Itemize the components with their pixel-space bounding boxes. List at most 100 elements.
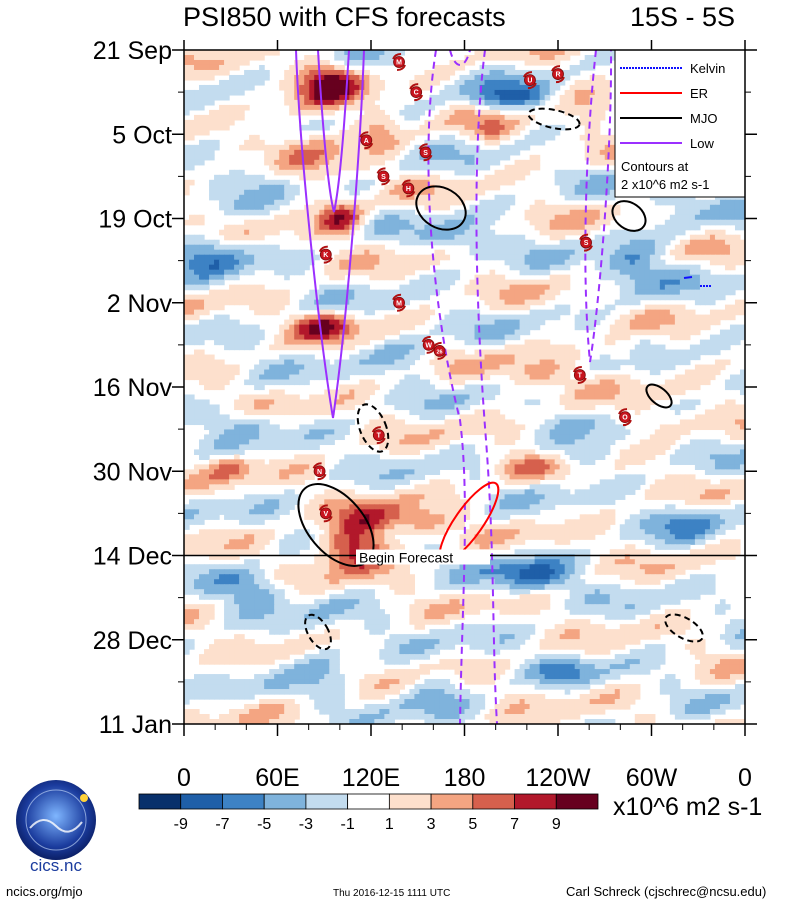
field-cell [524, 164, 531, 171]
field-cell [384, 59, 390, 66]
field-cell [554, 179, 561, 186]
field-cell [459, 109, 466, 116]
field-cell [539, 50, 546, 56]
field-cell [574, 224, 581, 231]
field-cell [324, 94, 330, 101]
field-cell [639, 324, 646, 331]
field-cell [239, 234, 245, 241]
field-cell [519, 159, 526, 166]
field-cell [409, 374, 416, 381]
field-cell [479, 254, 486, 261]
field-cell [434, 254, 441, 261]
field-cell [479, 184, 486, 191]
field-cell [354, 189, 360, 196]
field-cell [489, 74, 496, 81]
field-cell [234, 74, 240, 81]
field-cell [284, 194, 290, 201]
field-cell [324, 334, 330, 341]
field-cell [659, 324, 666, 331]
field-cell [334, 199, 340, 206]
field-cell [584, 209, 591, 216]
field-cell [424, 279, 431, 286]
field-cell [219, 329, 225, 336]
field-cell [674, 264, 681, 271]
field-cell [284, 219, 290, 226]
field-cell [519, 289, 526, 296]
field-cell [509, 259, 516, 266]
field-cell [199, 94, 205, 101]
field-cell [604, 234, 611, 241]
field-cell [594, 99, 601, 106]
field-cell [264, 304, 270, 311]
field-cell [244, 294, 250, 301]
field-cell [369, 304, 375, 311]
field-cell [544, 289, 551, 296]
field-cell [714, 314, 721, 321]
field-cell [554, 214, 561, 221]
field-cell [259, 209, 265, 216]
field-cell [594, 239, 601, 246]
field-cell [679, 359, 686, 366]
field-cell [279, 214, 285, 221]
field-cell [519, 359, 526, 366]
field-cell [529, 89, 536, 96]
field-cell [444, 274, 451, 281]
field-cell [189, 369, 195, 376]
field-cell [319, 69, 325, 76]
field-cell [319, 204, 325, 211]
field-cell [599, 264, 606, 271]
field-cell [599, 159, 606, 166]
field-cell [634, 299, 641, 306]
field-cell [389, 134, 395, 141]
field-cell [529, 279, 536, 286]
field-cell [309, 359, 315, 366]
field-cell [414, 339, 421, 346]
field-cell [604, 304, 611, 311]
field-cell [329, 329, 335, 336]
field-cell [399, 334, 405, 341]
field-cell [719, 194, 726, 201]
field-cell [609, 244, 616, 251]
field-cell [189, 234, 195, 241]
field-cell [459, 139, 466, 146]
field-cell [399, 289, 405, 296]
field-cell [314, 164, 320, 171]
field-cell [424, 179, 431, 186]
field-cell [249, 79, 255, 86]
field-cell [234, 319, 240, 326]
field-cell [299, 169, 305, 176]
field-cell [379, 109, 385, 116]
field-cell [339, 94, 345, 101]
field-cell [714, 319, 721, 326]
field-cell [679, 289, 686, 296]
field-cell [309, 104, 315, 111]
field-cell [209, 114, 215, 121]
field-cell [304, 79, 310, 86]
field-cell [444, 284, 451, 291]
field-cell [484, 244, 491, 251]
field-cell [494, 359, 501, 366]
field-cell [694, 264, 701, 271]
field-cell [249, 50, 255, 56]
field-cell [234, 179, 240, 186]
field-cell [499, 54, 506, 61]
field-cell [599, 169, 606, 176]
field-cell [529, 244, 536, 251]
field-cell [404, 374, 411, 381]
field-cell [509, 349, 516, 356]
field-cell [579, 204, 586, 211]
field-cell [324, 104, 330, 111]
field-cell [369, 79, 375, 86]
field-cell [349, 209, 355, 216]
field-cell [474, 50, 481, 56]
field-cell [544, 79, 551, 86]
field-cell [604, 104, 611, 111]
field-cell [714, 194, 721, 201]
field-cell [474, 89, 481, 96]
field-cell [519, 304, 526, 311]
field-cell [284, 329, 290, 336]
field-cell [209, 149, 215, 156]
field-cell [689, 289, 696, 296]
field-cell [539, 279, 546, 286]
field-cell [439, 329, 446, 336]
